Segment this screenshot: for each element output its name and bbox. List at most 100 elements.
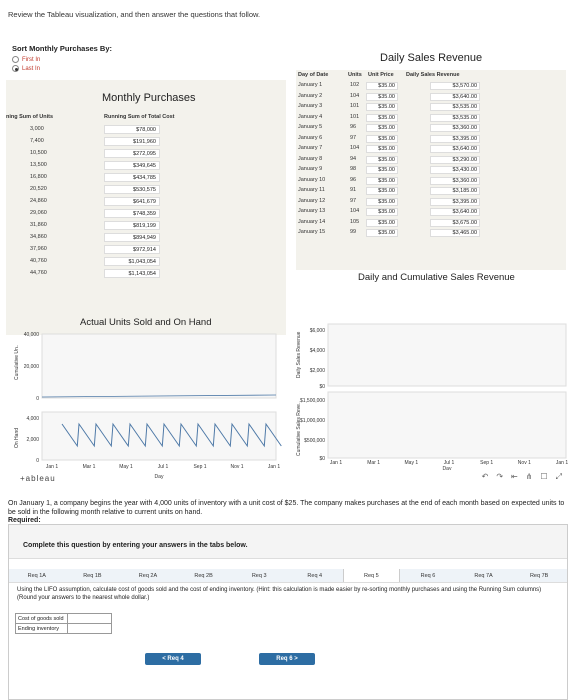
sort-option-last-in[interactable]: Last In (12, 65, 112, 72)
ytick-label: 40,000 (24, 332, 40, 338)
price-cell: $35.00 (366, 208, 398, 216)
revenue-cell: $3,360.00 (430, 124, 480, 132)
units-cell: 104 (350, 145, 360, 151)
tab-req-7a[interactable]: Req 7A (474, 573, 493, 579)
revenue-cell: $3,395.00 (430, 134, 480, 143)
units-cell: 99 (350, 229, 357, 235)
ytick-label: $4,000 (310, 348, 326, 354)
col-revenue: Daily Sales Revenue (406, 72, 460, 78)
price-cell: $35.00 (366, 187, 398, 195)
ytick-label: $1,000,000 (300, 418, 325, 424)
day-cell: January 7 (298, 145, 323, 151)
day-cell: January 3 (298, 103, 323, 109)
units-cell: 29,060 (30, 210, 47, 216)
xtick-label: Jan 1 (330, 460, 342, 466)
answer-panel: Complete this question by entering your … (8, 524, 568, 700)
units-cell: 96 (350, 124, 357, 130)
units-cell: 101 (350, 103, 360, 109)
revenue-cell: $3,640.00 (430, 145, 480, 153)
day-cell: January 6 (298, 134, 323, 141)
xtick-label: Nov 1 (518, 460, 531, 466)
question-block: On January 1, a company begins the year … (8, 500, 568, 526)
radio-last-in[interactable] (12, 65, 19, 72)
monthly-purchases-table: Monthly Purchases ning Sum of Units Runn… (6, 80, 286, 335)
sort-option-first-in[interactable]: First In (12, 56, 112, 63)
units-cell: 3,000 (30, 126, 44, 132)
price-cell: $35.00 (366, 145, 398, 153)
xtick-label: Mar 1 (83, 464, 96, 470)
cost-cell: $1,043,054 (104, 257, 160, 266)
tab-req-1b[interactable]: Req 1B (83, 573, 102, 579)
fullscreen-icon[interactable]: ⤢ (555, 472, 562, 481)
comment-icon[interactable]: ☐ (540, 472, 548, 481)
units-cell: 7,400 (30, 138, 44, 144)
tab-req-4[interactable]: Req 4 (307, 573, 323, 579)
units-cell: 96 (350, 176, 357, 183)
revenue-cell: $3,430.00 (430, 166, 480, 174)
col-units: Units (348, 72, 362, 78)
tab-req-2a[interactable]: Req 2A (138, 573, 158, 579)
units-cell: 91 (350, 187, 357, 193)
day-cell: January 9 (298, 166, 323, 172)
redo-icon[interactable]: ↷ (496, 472, 504, 481)
monthly-purchases-title: Monthly Purchases (102, 92, 196, 104)
radio-first-in[interactable] (12, 56, 19, 63)
xtick-label: Jul 1 (158, 464, 169, 470)
ytick-label: $0 (319, 456, 325, 462)
panel-daily-bg (327, 323, 567, 387)
req-tabs: Req 1A Req 1B Req 2A Req 2B Req 3 Req 4 Req 5 R… (9, 569, 567, 583)
xtick-label: May 1 (119, 464, 133, 470)
panel-cumulative-bg (327, 391, 567, 459)
units-cell: 10,500 (30, 150, 47, 156)
chart-units: 40,000 20,000 0 4,000 2,000 0 Cumulative Un.. O… (14, 332, 282, 480)
day-cell: January 13 (298, 208, 326, 214)
col-price: Unit Price (368, 72, 394, 78)
day-cell: January 1 (298, 82, 323, 88)
tab-req-6[interactable]: Req 6 (420, 573, 436, 579)
price-cell: $35.00 (366, 82, 398, 90)
undo-icon[interactable]: ↶ (481, 472, 489, 481)
col-day: Day of Date (298, 72, 329, 78)
cost-cell: $434,785 (104, 173, 160, 182)
sort-control: Sort Monthly Purchases By: First In Last… (12, 44, 112, 72)
cost-cell: $641,679 (104, 197, 160, 206)
day-cell: January 5 (298, 124, 323, 130)
tab-req-3[interactable]: Req 3 (251, 573, 267, 579)
revenue-cell: $3,675.00 (430, 218, 480, 227)
units-cell: 31,860 (30, 222, 47, 228)
cost-cell: $819,199 (104, 221, 160, 230)
tab-req-5[interactable]: Req 5 (342, 569, 401, 582)
tab-req-2b[interactable]: Req 2B (194, 573, 213, 579)
on-hand-line (61, 422, 282, 448)
tab-req-1a[interactable]: Req 1A (27, 573, 46, 579)
daily-sales-table: Day of Date Units Unit Price Daily Sales… (296, 70, 566, 270)
next-req-button[interactable]: Req 6 > (259, 653, 315, 665)
prev-req-button[interactable]: < Req 4 (145, 653, 201, 665)
ylabel: On Hand (14, 428, 20, 448)
ending-inventory-input[interactable] (67, 623, 112, 634)
ylabel: Cumulative Un.. (14, 344, 20, 380)
share-icon[interactable]: ⋔ (525, 472, 533, 481)
xtick-label: Jan 1 (46, 464, 58, 470)
xtick-label: Jul 1 (444, 460, 455, 466)
tableau-viz: Sort Monthly Purchases By: First In Last… (6, 36, 572, 486)
day-cell: January 14 (298, 218, 326, 225)
revenue-cell: $3,185.00 (430, 187, 480, 195)
instruction-text: Review the Tableau visualization, and th… (8, 10, 261, 19)
price-cell: $35.00 (366, 155, 398, 164)
cogs-input[interactable] (67, 613, 112, 624)
tab-req-7b[interactable]: Req 7B (529, 573, 549, 579)
ytick-label: $1,500,000 (300, 398, 325, 404)
revenue-cell: $3,570.00 (430, 82, 480, 90)
units-cell: 97 (350, 197, 357, 204)
units-cell: 98 (350, 166, 357, 172)
ytick-label: $2,000 (310, 368, 326, 374)
revenue-cell: $3,395.00 (430, 197, 480, 206)
cost-cell: $894,949 (104, 233, 160, 242)
units-cell: 104 (350, 92, 360, 99)
revert-icon[interactable]: ⇤ (511, 472, 518, 481)
day-cell: January 15 (298, 229, 326, 235)
cost-cell: $191,960 (104, 137, 160, 146)
units-cell: 104 (350, 208, 360, 214)
units-cell: 24,860 (30, 198, 47, 204)
